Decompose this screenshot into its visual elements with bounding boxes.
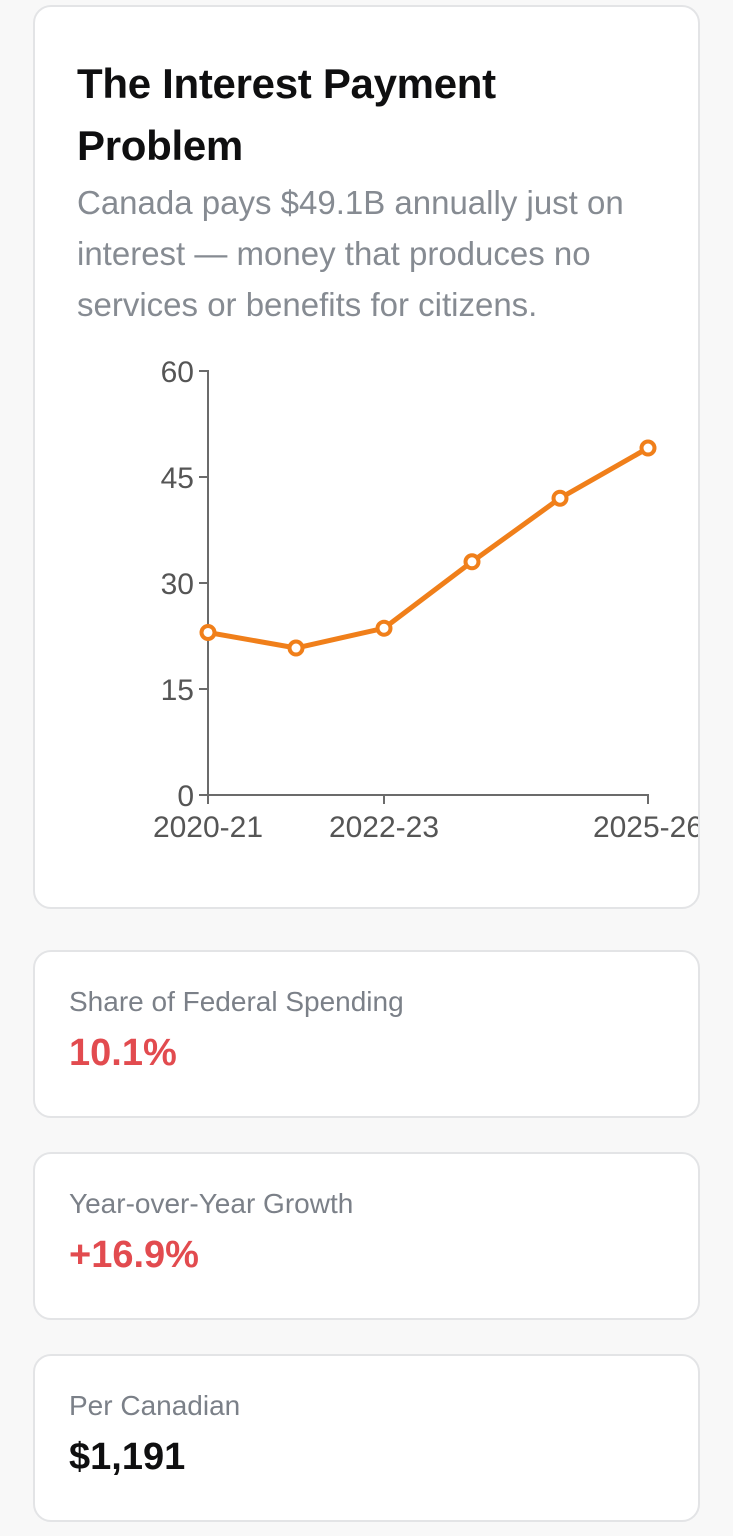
stat-value: +16.9%	[69, 1234, 199, 1276]
data-point	[639, 439, 657, 457]
y-tick-label: 45	[161, 462, 194, 495]
x-axis-line	[208, 794, 649, 804]
data-point	[463, 553, 481, 571]
x-tick-label: 2022-23	[329, 811, 439, 844]
data-point	[287, 639, 305, 657]
data-point	[551, 489, 569, 507]
stat-label: Year-over-Year Growth	[69, 1188, 354, 1219]
y-tick-label: 0	[177, 780, 194, 813]
stat-label: Share of Federal Spending	[69, 986, 404, 1017]
series-line-group	[205, 445, 651, 651]
series-line	[205, 445, 651, 651]
interest-chart-card: The Interest Payment Problem Canada pays…	[33, 5, 700, 909]
stat-value: 10.1%	[69, 1032, 177, 1074]
x-axis: 2020-21 2022-23 2025-26	[153, 794, 698, 844]
stat-card-share: Share of Federal Spending 10.1%	[33, 950, 700, 1118]
y-axis: 0 15 30 45 60	[161, 356, 209, 813]
card-subtitle: Canada pays $49.1B annually just on inte…	[77, 184, 624, 323]
stat-card-growth: Year-over-Year Growth +16.9%	[33, 1152, 700, 1320]
interest-line-chart: 0 15 30 45 60 2020-21 2022-23 2025-26	[153, 356, 698, 844]
stat-value: $1,191	[69, 1436, 186, 1478]
stat-card-per-canadian: Per Canadian $1,191	[33, 1354, 700, 1522]
y-tick-label: 30	[161, 568, 194, 601]
x-tick-label: 2020-21	[153, 811, 263, 844]
data-point	[375, 619, 393, 637]
stat-label: Per Canadian	[69, 1390, 241, 1421]
card-title: The Interest Payment Problem	[77, 60, 496, 169]
series-points-group	[199, 439, 657, 657]
y-tick-label: 60	[161, 356, 194, 389]
x-tick-label: 2025-26	[593, 811, 698, 844]
data-point	[199, 623, 217, 641]
y-tick-label: 15	[161, 674, 194, 707]
